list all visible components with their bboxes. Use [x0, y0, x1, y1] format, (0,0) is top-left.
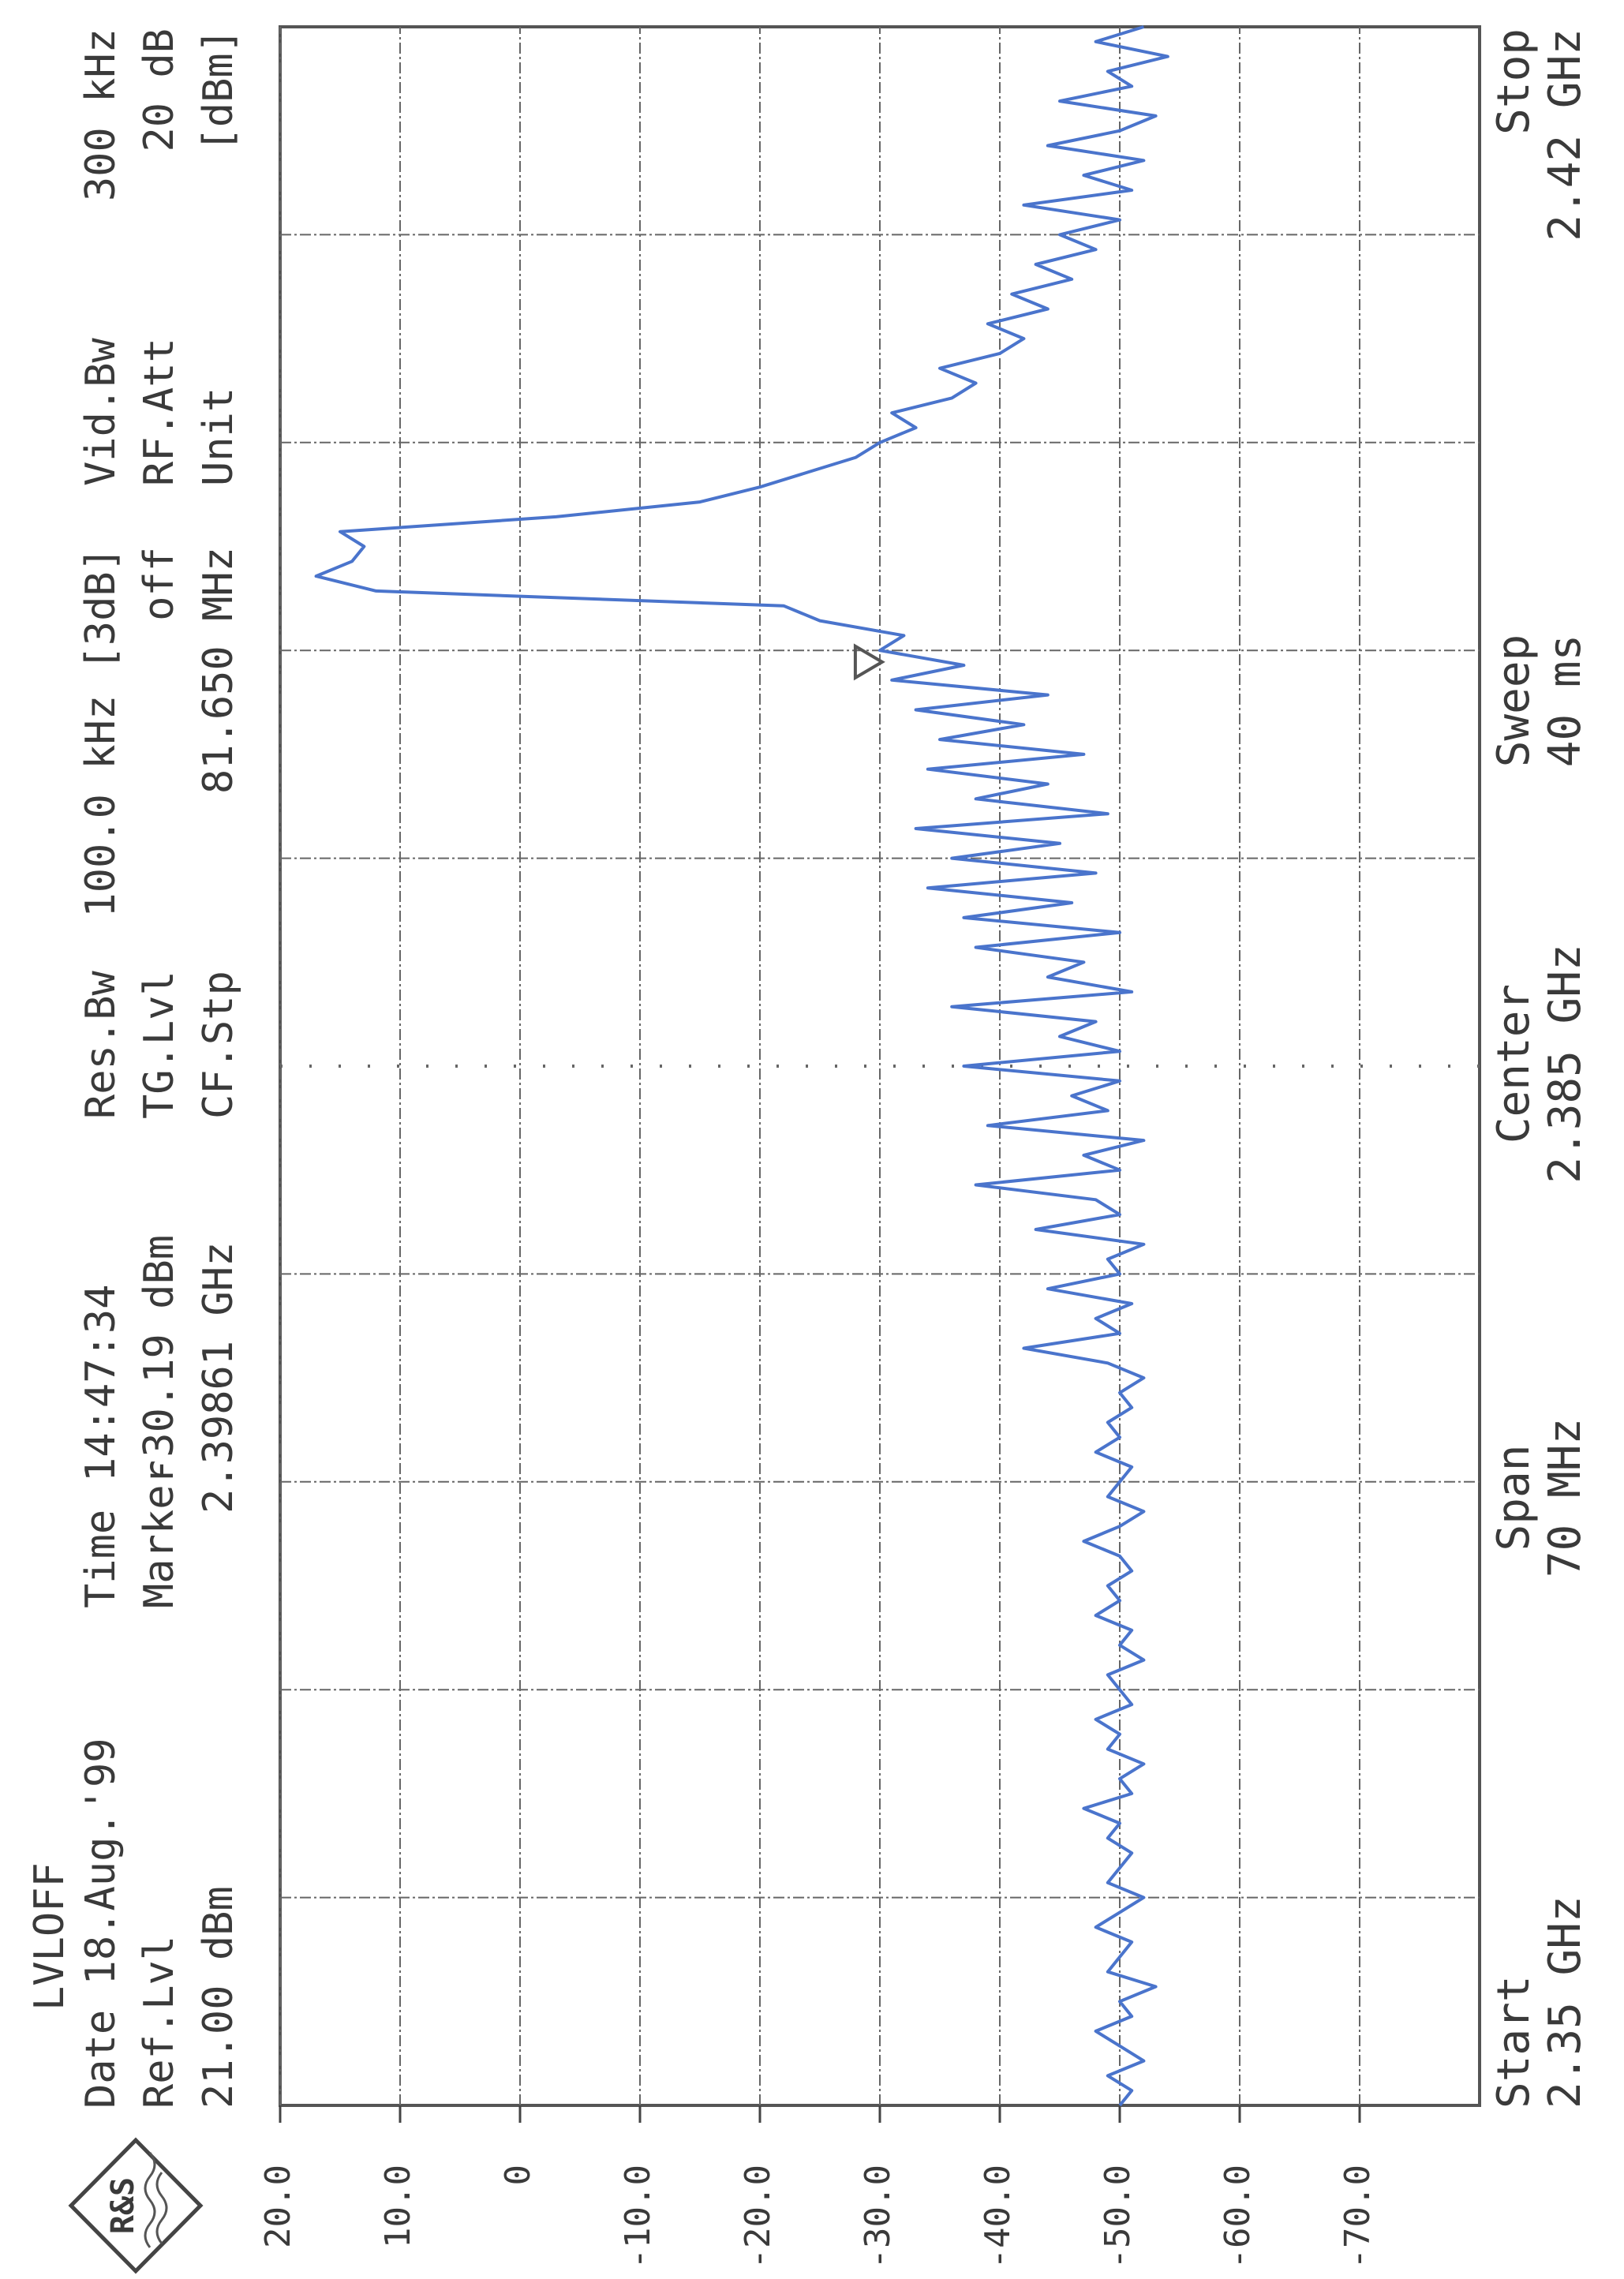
y-tick-label: -40.0 [978, 2165, 1018, 2269]
y-tick-label: -60.0 [1218, 2165, 1258, 2269]
tg-lvl: off [136, 547, 183, 621]
y-tick-label: -70.0 [1338, 2165, 1378, 2269]
y-tick-label: -20.0 [738, 2165, 778, 2269]
res-bw-label: Res.Bw [77, 970, 125, 1119]
center-label: Center [1488, 984, 1540, 1143]
y-tick-label: -10.0 [618, 2165, 658, 2269]
cf-stp-label: CF.Stp [195, 971, 242, 1119]
span: 70 MHz [1540, 1418, 1591, 1577]
time-label: Time [77, 1510, 125, 1608]
ref-lvl: 21.00 dBm [195, 1886, 242, 2109]
y-tick-label: 0 [498, 2165, 538, 2186]
marker-level: -30.19 dBm [136, 1235, 183, 1482]
logo-text: R&S [105, 2177, 141, 2234]
sweep: 40 ms [1540, 634, 1591, 768]
unit-label: Unit [195, 387, 242, 486]
marker-frequency: 2.39861 GHz [195, 1242, 242, 1514]
start-label: Start [1488, 1975, 1540, 2109]
stop: 2.42 GHz [1540, 28, 1591, 241]
rotated-frame: LVLOFF Date 18.Aug.'99 Ref.Lvl 21.00 dBm… [26, 25, 1591, 2274]
unit: [dBm] [195, 28, 242, 152]
ref-lvl-label: Ref.Lvl [136, 1936, 183, 2109]
marker-label: Marker [136, 1460, 183, 1608]
res-bw: 100.0 kHz [3dB] [77, 547, 125, 918]
tg-lvl-label: TG.Lvl [136, 971, 183, 1119]
rf-att: 20 dB [136, 28, 183, 152]
marker [853, 643, 885, 681]
y-tick-label: -50.0 [1098, 2165, 1138, 2269]
lvloff: LVLOFF [26, 1862, 73, 2011]
center: 2.385 GHz [1540, 944, 1591, 1183]
rf-att-label: RF.Att [136, 338, 183, 486]
logo-diamond [68, 2137, 204, 2274]
cf-stp: 81.650 MHz [195, 547, 242, 794]
vid-bw-label: Vid.Bw [77, 337, 125, 486]
y-tick-label: 20.0 [258, 2165, 298, 2248]
y-tick-label: 10.0 [378, 2165, 418, 2248]
sweep-label: Sweep [1488, 634, 1540, 768]
time: 14:47:34 [77, 1285, 125, 1482]
logo: R&S [68, 2137, 204, 2274]
logo-waves [144, 2152, 168, 2248]
trace [314, 25, 1169, 2107]
start: 2.35 GHz [1540, 1895, 1591, 2109]
stop-label: Stop [1488, 28, 1540, 135]
y-tick-label: -30.0 [858, 2165, 898, 2269]
span-label: Span [1488, 1445, 1540, 1551]
date: Date 18.Aug.'99 [77, 1738, 125, 2109]
vid-bw: 300 kHz [77, 28, 125, 201]
